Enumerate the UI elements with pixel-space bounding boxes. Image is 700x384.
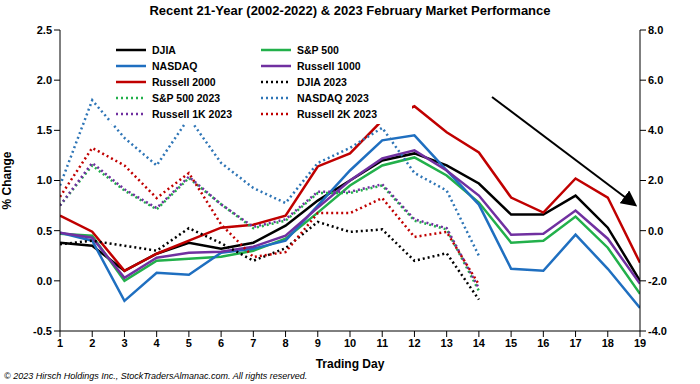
- svg-text:12: 12: [408, 337, 420, 349]
- svg-text:6.0: 6.0: [648, 74, 663, 86]
- html-text:Russell 1000: Russell 1000: [297, 60, 361, 72]
- svg-text:1.5: 1.5: [37, 124, 52, 136]
- svg-text:14: 14: [473, 337, 486, 349]
- svg-text:0.0: 0.0: [37, 275, 52, 287]
- svg-text:16: 16: [537, 337, 549, 349]
- svg-text:1: 1: [57, 337, 63, 349]
- svg-text:2.0: 2.0: [648, 174, 663, 186]
- html-text:Russell 1K 2023: Russell 1K 2023: [152, 108, 232, 120]
- svg-text:-2.0: -2.0: [648, 275, 667, 287]
- html-text:Recent 21-Year (2002-2022) & 2: Recent 21-Year (2002-2022) & 2023 Februa…: [149, 3, 551, 18]
- html-text:S&P 500: S&P 500: [297, 44, 339, 56]
- svg-text:4: 4: [154, 337, 161, 349]
- svg-text:3: 3: [121, 337, 127, 349]
- html-text:NASDAQ: NASDAQ: [152, 60, 198, 72]
- svg-text:17: 17: [569, 337, 581, 349]
- svg-text:7: 7: [250, 337, 256, 349]
- svg-text:1.0: 1.0: [37, 174, 52, 186]
- html-text:Russell 2000: Russell 2000: [152, 76, 216, 88]
- svg-text:15: 15: [505, 337, 517, 349]
- svg-text:9: 9: [315, 337, 321, 349]
- html-text:NASDAQ 2023: NASDAQ 2023: [297, 92, 369, 104]
- svg-text:2.0: 2.0: [37, 74, 52, 86]
- html-text:DJIA: DJIA: [152, 44, 176, 56]
- svg-text:11: 11: [376, 337, 388, 349]
- svg-text:19: 19: [634, 337, 646, 349]
- html-text:DJIA 2023: DJIA 2023: [297, 76, 347, 88]
- svg-text:4.0: 4.0: [648, 124, 663, 136]
- html-text:S&P 500 2023: S&P 500 2023: [152, 92, 221, 104]
- svg-text:10: 10: [344, 337, 356, 349]
- svg-text:13: 13: [441, 337, 453, 349]
- svg-text:0.5: 0.5: [37, 225, 52, 237]
- svg-text:8.0: 8.0: [648, 24, 663, 36]
- html-text:© 2023 Hirsch Holdings Inc., S: © 2023 Hirsch Holdings Inc., StockTrader…: [4, 371, 308, 381]
- svg-text:18: 18: [602, 337, 614, 349]
- svg-text:-4.0: -4.0: [648, 325, 667, 337]
- svg-text:6: 6: [218, 337, 224, 349]
- svg-text:5: 5: [186, 337, 192, 349]
- svg-text:Trading Day: Trading Day: [316, 357, 385, 371]
- svg-text:% Change: % Change: [8, 151, 14, 209]
- html-text:Russell 2K 2023: Russell 2K 2023: [297, 108, 377, 120]
- svg-text:0.0: 0.0: [648, 225, 663, 237]
- svg-text:8: 8: [282, 337, 288, 349]
- svg-text:2: 2: [89, 337, 95, 349]
- svg-text:-0.5: -0.5: [33, 325, 52, 337]
- svg-text:2.5: 2.5: [37, 24, 52, 36]
